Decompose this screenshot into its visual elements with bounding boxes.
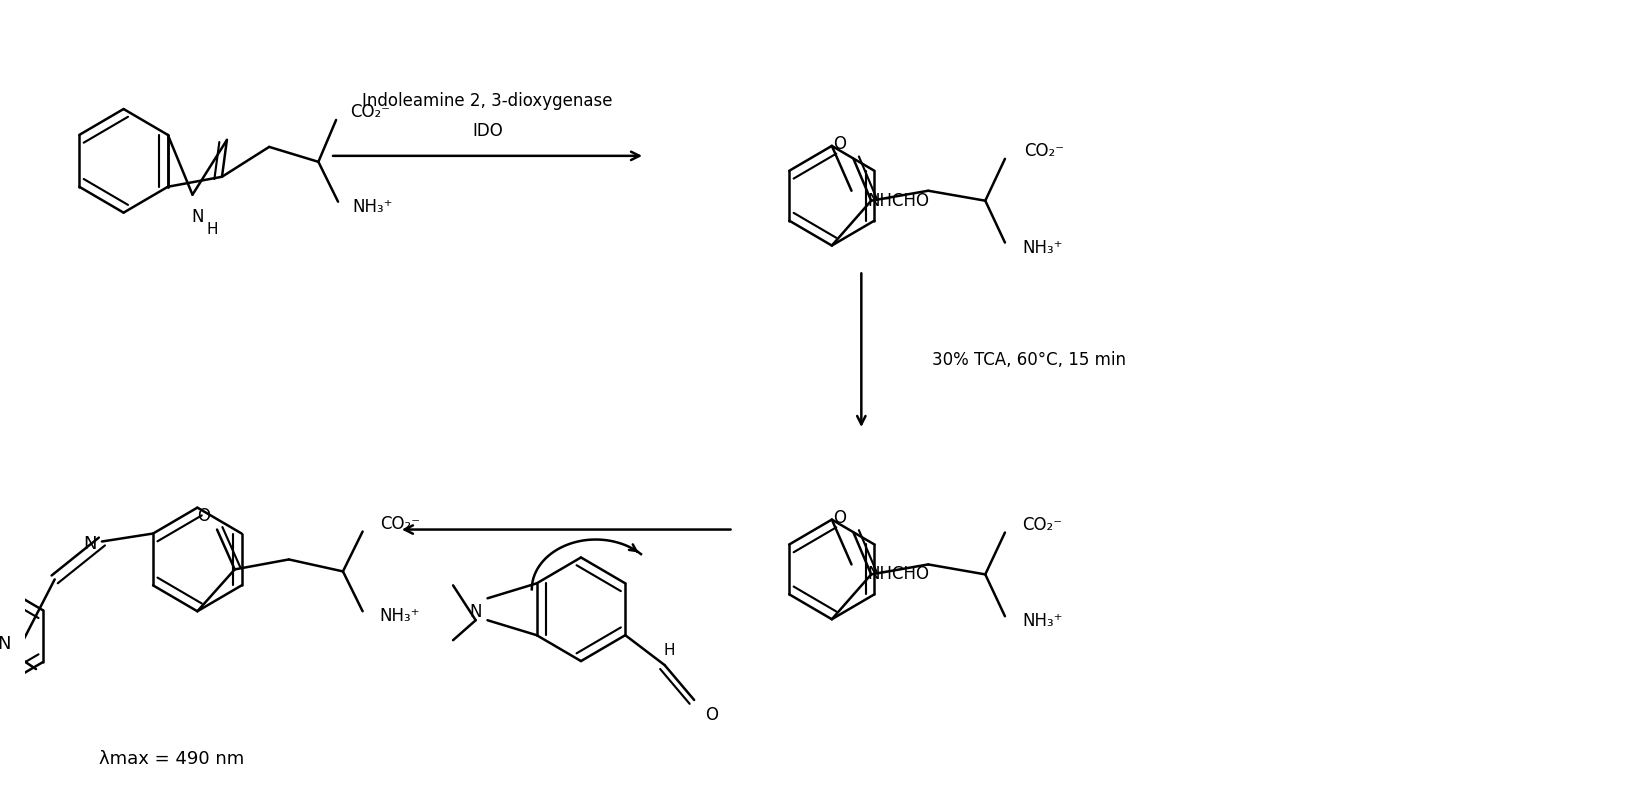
Text: O: O (705, 706, 718, 724)
Text: N: N (83, 535, 96, 554)
Text: Indoleamine 2, 3-dioxygenase: Indoleamine 2, 3-dioxygenase (362, 92, 613, 110)
Text: N: N (191, 208, 204, 225)
Text: NHCHO: NHCHO (868, 566, 930, 583)
Text: H: H (207, 222, 218, 237)
Text: IDO: IDO (472, 122, 503, 140)
Text: CO₂⁻: CO₂⁻ (1025, 142, 1064, 160)
Text: 30% TCA, 60°C, 15 min: 30% TCA, 60°C, 15 min (932, 351, 1126, 369)
Text: CO₂⁻: CO₂⁻ (380, 515, 420, 533)
Text: N: N (469, 603, 482, 622)
Text: O: O (832, 509, 845, 527)
Text: CO₂⁻: CO₂⁻ (350, 103, 391, 121)
Text: H: H (663, 642, 676, 658)
Text: CO₂⁻: CO₂⁻ (1023, 515, 1062, 534)
Text: NH₃⁺: NH₃⁺ (380, 607, 420, 626)
Text: N: N (0, 635, 10, 653)
Text: NH₃⁺: NH₃⁺ (1021, 612, 1062, 630)
Text: NH₃⁺: NH₃⁺ (1021, 239, 1062, 256)
Text: O: O (197, 507, 210, 525)
Text: NHCHO: NHCHO (868, 192, 930, 209)
Text: O: O (832, 135, 845, 153)
Text: NH₃⁺: NH₃⁺ (352, 197, 393, 216)
Text: λmax = 490 nm: λmax = 490 nm (99, 749, 244, 768)
